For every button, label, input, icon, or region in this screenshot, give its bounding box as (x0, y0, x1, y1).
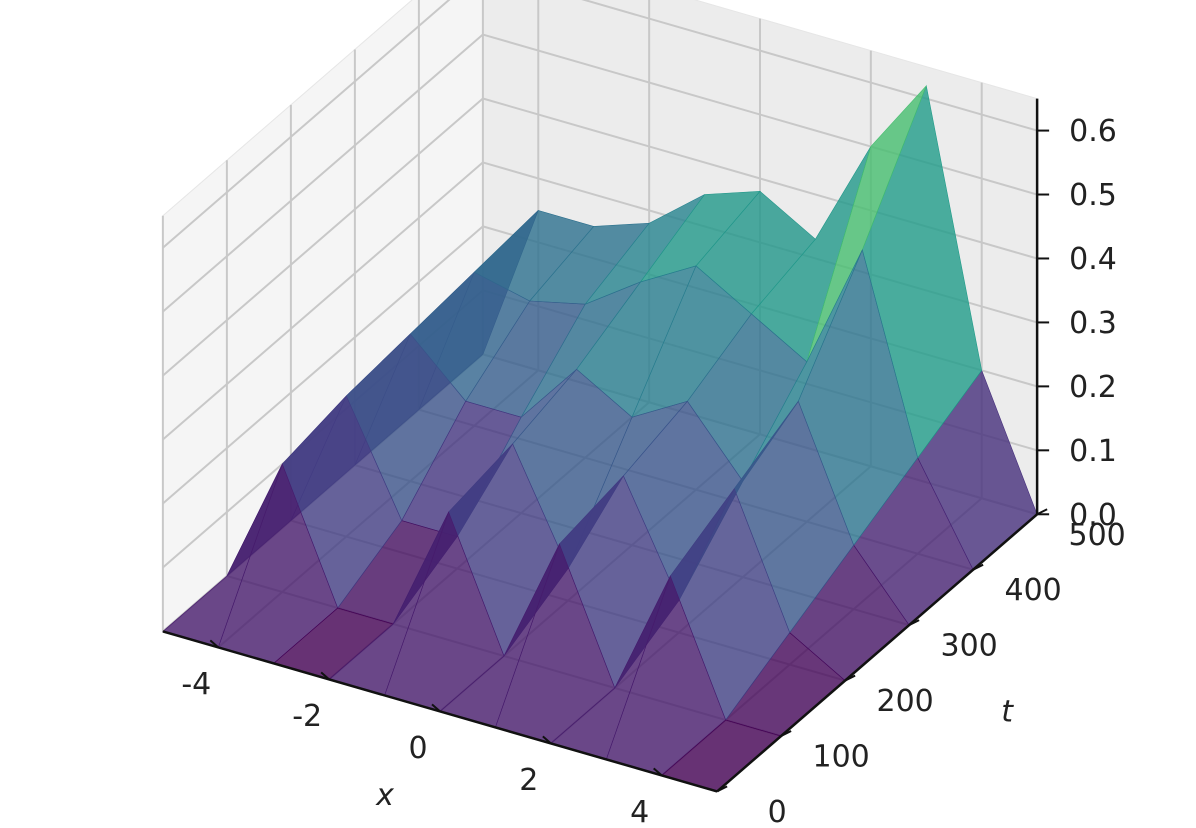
z-tick-label: 0.1 (1069, 434, 1117, 469)
z-tick-label: 0.6 (1069, 114, 1117, 149)
y-tick-label: 500 (1068, 518, 1125, 553)
y-tick (908, 619, 920, 627)
z-tick-label: 0.3 (1069, 306, 1117, 341)
x-tick-label: -2 (292, 699, 322, 734)
y-tick-label: 100 (812, 739, 869, 774)
y-axis-line (716, 513, 1038, 793)
y-axis-label: t (1001, 694, 1014, 729)
z-tick-label: 0.4 (1069, 242, 1117, 277)
grid-line (162, 0, 451, 249)
y-tick-label: 300 (940, 629, 997, 664)
grid-line (581, 0, 1038, 132)
x-tick (653, 767, 663, 777)
x-tick (320, 671, 330, 681)
x-tick (542, 735, 552, 745)
x-tick-label: 4 (630, 795, 649, 828)
y-tick (844, 674, 856, 682)
grid-line (162, 33, 484, 313)
y-tick (780, 730, 792, 737)
y-tick (716, 785, 728, 793)
z-tick-label: 0.2 (1069, 370, 1117, 405)
grid-line (162, 225, 484, 505)
x-tick-label: 2 (519, 763, 538, 798)
x-tick-label: -4 (181, 667, 211, 702)
z-tick-label: 0.5 (1069, 178, 1117, 213)
x-axis-label: x (375, 778, 394, 813)
z-tick-label: 0.0 (1069, 498, 1117, 533)
x-tick (431, 703, 441, 713)
grid-line (162, 161, 484, 441)
y-tick-label: 400 (1004, 573, 1061, 608)
y-tick-label: 200 (876, 684, 933, 719)
x-tick (209, 639, 219, 649)
y-tick-label: 0 (768, 795, 787, 828)
y-tick (972, 563, 984, 571)
x-tick-label: 0 (408, 731, 427, 766)
grid-line (162, 97, 484, 377)
grid-line (482, 33, 1038, 196)
